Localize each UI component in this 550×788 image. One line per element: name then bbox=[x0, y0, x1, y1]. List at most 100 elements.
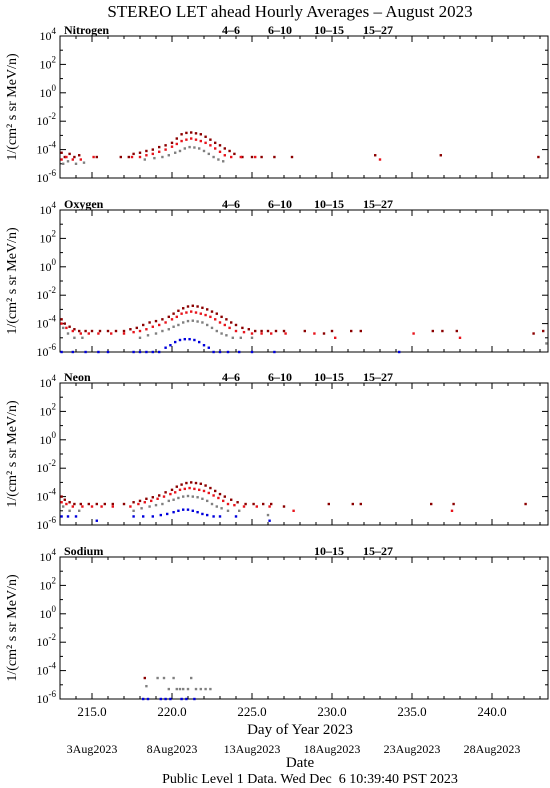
data-point-10-15 bbox=[167, 328, 170, 331]
data-point-10-15 bbox=[196, 320, 199, 323]
y-tick-label: 10-2 bbox=[37, 285, 57, 302]
data-point-6-10 bbox=[292, 509, 295, 512]
data-point-15-27 bbox=[146, 697, 150, 701]
date-tick-label: 18Aug2023 bbox=[304, 742, 361, 756]
data-point-6-10 bbox=[223, 323, 226, 327]
data-point-6-10 bbox=[230, 155, 233, 159]
data-point-10-15 bbox=[68, 509, 71, 512]
data-point-10-15 bbox=[183, 147, 186, 150]
data-point-15-27 bbox=[132, 515, 135, 518]
data-point-10-15 bbox=[140, 507, 143, 510]
data-point-6-10 bbox=[81, 505, 84, 508]
data-point-10-15 bbox=[167, 499, 170, 503]
data-point-4-6 bbox=[68, 501, 71, 504]
data-point-4-6 bbox=[90, 329, 94, 333]
data-point-4-6 bbox=[282, 329, 286, 333]
data-point-6-10 bbox=[79, 332, 82, 335]
data-point-6-10 bbox=[60, 501, 63, 504]
data-point-4-6 bbox=[228, 149, 231, 153]
data-point-15-27 bbox=[202, 344, 206, 347]
data-point-4-6 bbox=[73, 502, 76, 506]
data-point-4-6 bbox=[322, 332, 326, 335]
data-point-10-15 bbox=[82, 161, 86, 164]
data-point-10-15 bbox=[215, 505, 218, 508]
data-point-6-10 bbox=[90, 505, 94, 508]
legend-4-6: 4–6 bbox=[222, 23, 240, 37]
legend-15-27: 15–27 bbox=[363, 23, 393, 37]
y-tick-label: 10-4 bbox=[37, 487, 57, 504]
data-point-10-15 bbox=[191, 495, 194, 498]
data-point-10-15 bbox=[62, 326, 65, 330]
data-point-4-6 bbox=[111, 502, 114, 506]
data-point-6-10 bbox=[242, 505, 246, 508]
legend-6-10: 6–10 bbox=[268, 370, 292, 384]
data-point-4-6 bbox=[172, 312, 175, 315]
data-point-4-6 bbox=[303, 329, 306, 333]
data-point-6-10 bbox=[185, 138, 188, 141]
data-point-6-10 bbox=[180, 139, 183, 143]
data-point-4-6 bbox=[230, 321, 233, 324]
data-point-6-10 bbox=[199, 312, 202, 315]
data-point-10-15 bbox=[545, 342, 548, 345]
data-point-4-6 bbox=[180, 133, 183, 136]
data-point-4-6 bbox=[170, 141, 174, 145]
data-point-6-10 bbox=[97, 332, 100, 335]
y-tick-label: 10-4 bbox=[37, 314, 57, 331]
x-tick-label: 230.0 bbox=[317, 704, 346, 719]
data-point-10-15 bbox=[161, 155, 164, 159]
data-point-10-15 bbox=[78, 509, 81, 512]
data-point-6-10 bbox=[255, 505, 258, 508]
data-point-15-27 bbox=[132, 350, 135, 354]
data-point-10-15 bbox=[177, 496, 180, 500]
y-tick-label: 104 bbox=[40, 547, 57, 564]
data-point-6-10 bbox=[234, 329, 238, 333]
data-point-4-6 bbox=[164, 491, 167, 494]
data-point-10-15 bbox=[250, 336, 254, 339]
data-point-10-15 bbox=[210, 326, 214, 330]
data-point-10-15 bbox=[182, 495, 185, 498]
data-point-4-6 bbox=[290, 155, 294, 159]
data-point-6-10 bbox=[190, 310, 193, 313]
data-point-6-10 bbox=[334, 336, 337, 339]
data-point-4-6 bbox=[129, 328, 132, 331]
y-tick-label: 102 bbox=[40, 575, 57, 592]
data-point-15-27 bbox=[185, 697, 188, 701]
data-point-6-10 bbox=[164, 148, 167, 151]
data-point-10-15 bbox=[215, 329, 218, 333]
legend-15-27: 15–27 bbox=[363, 544, 393, 558]
data-point-10-15 bbox=[175, 687, 178, 691]
data-point-4-6 bbox=[266, 329, 270, 333]
data-point-4-6 bbox=[175, 485, 178, 488]
data-point-6-10 bbox=[111, 505, 114, 508]
data-point-6-10 bbox=[60, 322, 63, 325]
data-point-15-27 bbox=[226, 350, 230, 354]
data-point-10-15 bbox=[209, 687, 212, 691]
data-point-4-6 bbox=[196, 305, 199, 308]
y-tick-label: 10-2 bbox=[37, 111, 57, 128]
data-point-4-6 bbox=[161, 318, 164, 321]
y-tick-label: 104 bbox=[40, 26, 57, 43]
legend-6-10: 6–10 bbox=[268, 197, 292, 211]
data-point-10-15 bbox=[186, 494, 190, 498]
data-point-10-15 bbox=[201, 321, 204, 324]
data-point-6-10 bbox=[223, 154, 226, 157]
data-point-4-6 bbox=[351, 502, 354, 506]
data-point-10-15 bbox=[212, 155, 215, 159]
data-point-10-15 bbox=[231, 336, 234, 339]
data-point-10-15 bbox=[204, 687, 207, 691]
data-point-15-27 bbox=[174, 340, 177, 344]
data-point-10-15 bbox=[132, 509, 135, 512]
data-point-4-6 bbox=[175, 137, 178, 140]
data-point-4-6 bbox=[359, 502, 362, 506]
data-point-4-6 bbox=[244, 502, 247, 506]
data-point-6-10 bbox=[218, 321, 222, 324]
legend-4-6: 4–6 bbox=[222, 197, 240, 211]
data-point-15-27 bbox=[164, 697, 167, 701]
data-point-6-10 bbox=[233, 503, 236, 507]
legend-10-15: 10–15 bbox=[314, 197, 344, 211]
data-point-4-6 bbox=[122, 502, 126, 506]
data-point-4-6 bbox=[186, 305, 190, 308]
data-point-4-6 bbox=[214, 141, 217, 145]
data-point-10-15 bbox=[161, 502, 164, 506]
data-point-4-6 bbox=[60, 495, 63, 498]
